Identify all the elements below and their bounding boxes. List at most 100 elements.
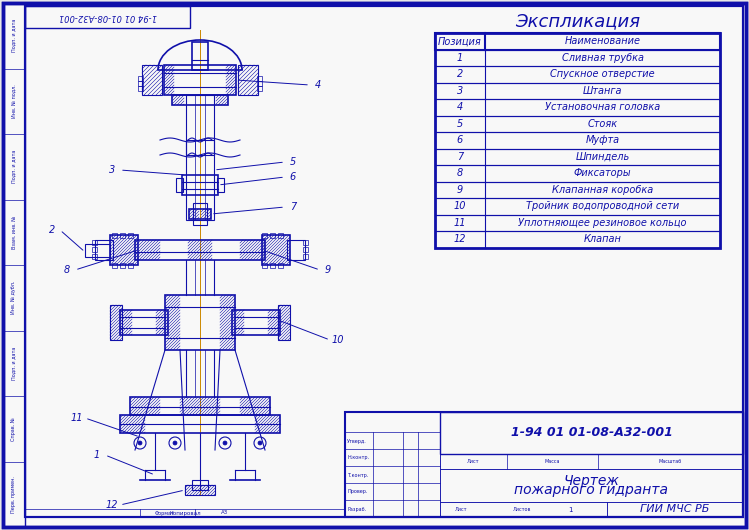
- Bar: [120, 415, 280, 433]
- Bar: [278, 305, 290, 340]
- Text: Уплотняющее резиновое кольцо: Уплотняющее резиновое кольцо: [518, 218, 687, 228]
- Text: Провер.: Провер.: [347, 490, 367, 494]
- Bar: [607, 502, 743, 517]
- Text: Разраб.: Разраб.: [347, 507, 366, 511]
- Bar: [180, 397, 220, 415]
- Bar: [92, 240, 97, 245]
- Text: Подп. и дата: Подп. и дата: [11, 347, 16, 380]
- Text: ГИИ МЧС РБ: ГИИ МЧС РБ: [640, 505, 709, 515]
- Text: 1-94 01 01-08-А32-001: 1-94 01 01-08-А32-001: [58, 13, 157, 22]
- Bar: [192, 42, 208, 70]
- Bar: [257, 86, 262, 91]
- Text: Подп. и дата: Подп. и дата: [11, 19, 16, 52]
- Bar: [85, 244, 110, 257]
- Bar: [262, 235, 290, 265]
- Bar: [165, 295, 180, 350]
- Bar: [303, 254, 308, 259]
- Circle shape: [173, 441, 177, 445]
- Bar: [164, 65, 236, 95]
- Text: 9: 9: [325, 265, 331, 275]
- Bar: [257, 76, 262, 81]
- Bar: [138, 86, 143, 91]
- Text: Масса: Масса: [545, 459, 560, 464]
- Bar: [193, 203, 207, 225]
- Text: Клапанная коробка: Клапанная коробка: [552, 185, 653, 195]
- Bar: [172, 95, 228, 105]
- Bar: [164, 65, 174, 95]
- Bar: [226, 65, 236, 95]
- Bar: [110, 305, 122, 340]
- Text: 4: 4: [315, 80, 321, 90]
- Text: 5: 5: [290, 157, 296, 167]
- Text: 5: 5: [457, 119, 463, 129]
- Text: Копировал: Копировал: [169, 510, 201, 516]
- Bar: [92, 247, 97, 252]
- Text: Перв. примен.: Перв. примен.: [11, 476, 16, 513]
- Bar: [185, 485, 215, 495]
- Bar: [270, 233, 275, 238]
- Bar: [138, 76, 143, 81]
- Bar: [435, 116, 720, 132]
- Text: 3: 3: [457, 86, 463, 96]
- Bar: [435, 99, 720, 116]
- Text: Позиция: Позиция: [438, 36, 482, 46]
- Bar: [287, 240, 305, 260]
- Bar: [112, 233, 117, 238]
- Text: 1: 1: [457, 53, 463, 63]
- Bar: [240, 397, 270, 415]
- Bar: [257, 81, 262, 86]
- Bar: [262, 263, 267, 268]
- Text: 1-94 01 01-08-А32-001: 1-94 01 01-08-А32-001: [511, 427, 673, 439]
- Bar: [435, 83, 720, 99]
- Bar: [262, 235, 290, 265]
- Bar: [142, 65, 162, 95]
- Text: Стояк: Стояк: [587, 119, 618, 129]
- Text: Инв. № дубл.: Инв. № дубл.: [11, 281, 16, 314]
- Text: Клапан: Клапан: [583, 234, 622, 244]
- Circle shape: [258, 441, 262, 445]
- Bar: [238, 65, 258, 95]
- Bar: [220, 295, 235, 350]
- Text: А3: А3: [222, 510, 228, 516]
- Bar: [130, 397, 160, 415]
- Bar: [268, 310, 280, 335]
- Bar: [188, 240, 212, 260]
- Bar: [112, 263, 117, 268]
- Bar: [135, 240, 160, 260]
- Bar: [128, 233, 133, 238]
- Text: Чертеж: Чертеж: [563, 473, 619, 488]
- Text: 8: 8: [64, 265, 70, 275]
- Text: Н.контр.: Н.контр.: [347, 455, 369, 461]
- Bar: [195, 95, 205, 155]
- Bar: [110, 235, 138, 265]
- Bar: [120, 310, 132, 335]
- Bar: [435, 66, 720, 83]
- Bar: [270, 263, 275, 268]
- Text: Утверд.: Утверд.: [347, 438, 367, 444]
- Text: Сливная трубка: Сливная трубка: [562, 53, 643, 63]
- Text: Справ. №: Справ. №: [11, 417, 16, 440]
- Text: 8: 8: [457, 168, 463, 178]
- Bar: [189, 209, 211, 219]
- Bar: [92, 254, 97, 259]
- Bar: [128, 263, 133, 268]
- Bar: [201, 209, 211, 219]
- Bar: [195, 140, 205, 220]
- Text: Лист: Лист: [455, 507, 467, 512]
- Bar: [435, 132, 720, 148]
- Bar: [138, 81, 143, 86]
- Text: Шпиндель: Шпиндель: [575, 152, 630, 162]
- Bar: [172, 95, 184, 105]
- Text: 3: 3: [109, 165, 115, 175]
- Bar: [185, 485, 215, 495]
- Bar: [120, 263, 125, 268]
- Bar: [130, 397, 270, 415]
- Bar: [186, 95, 214, 155]
- Bar: [182, 175, 218, 195]
- Bar: [120, 233, 125, 238]
- Bar: [192, 480, 208, 490]
- Text: Лист: Лист: [467, 459, 479, 464]
- Text: Установочная головка: Установочная головка: [545, 102, 660, 112]
- Bar: [120, 310, 168, 335]
- Text: Фиксаторы: Фиксаторы: [574, 168, 631, 178]
